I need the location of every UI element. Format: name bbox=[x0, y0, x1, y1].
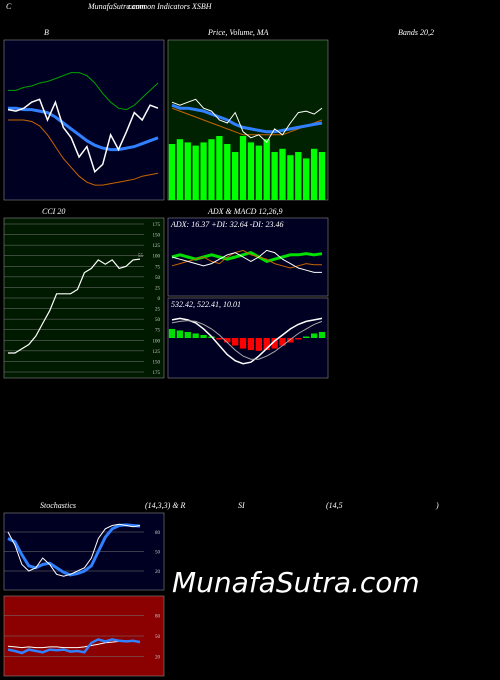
series-line bbox=[8, 258, 141, 354]
y-tick-label: 100 bbox=[153, 255, 161, 260]
series-line bbox=[7, 523, 141, 577]
y-tick-label: 50 bbox=[155, 635, 161, 640]
series-line bbox=[171, 320, 323, 360]
series-line bbox=[171, 98, 323, 143]
series-line bbox=[171, 249, 322, 273]
y-tick-label: 25 bbox=[155, 286, 161, 291]
series-line bbox=[8, 119, 159, 186]
bar bbox=[200, 334, 207, 338]
header-title: common Indicators XSBH bbox=[128, 2, 213, 11]
series-line bbox=[171, 103, 323, 134]
panel-label: Stochastics bbox=[40, 501, 76, 510]
bar bbox=[279, 338, 286, 346]
header-site: MunafaSutra.com bbox=[87, 2, 146, 11]
panel-readout: ADX: 16.37 +DI: 32.64 -DI: 23.46 bbox=[170, 220, 284, 229]
series-line bbox=[171, 249, 322, 269]
bar bbox=[318, 331, 326, 338]
bar bbox=[279, 148, 286, 200]
series-line bbox=[8, 72, 159, 111]
bar bbox=[287, 338, 294, 343]
bar bbox=[255, 145, 262, 200]
panel-label: (14,5 bbox=[326, 501, 343, 510]
bar bbox=[271, 338, 278, 349]
series-line bbox=[7, 523, 141, 577]
bar bbox=[310, 333, 318, 338]
bar bbox=[255, 338, 262, 351]
header-letter: C bbox=[6, 2, 12, 11]
bar bbox=[168, 144, 176, 200]
y-tick-label: 175 bbox=[153, 223, 161, 228]
y-tick-label: 50 bbox=[155, 276, 161, 281]
y-tick-label: 125 bbox=[153, 244, 161, 249]
bar bbox=[216, 136, 223, 200]
y-tick-label: 100 bbox=[153, 339, 161, 344]
bar bbox=[310, 148, 318, 200]
bar bbox=[192, 145, 199, 200]
bar bbox=[224, 338, 231, 343]
bar bbox=[271, 152, 278, 200]
bar bbox=[176, 139, 184, 200]
y-tick-label: 20 bbox=[155, 570, 161, 575]
panel-label: B bbox=[44, 28, 49, 37]
bar bbox=[184, 142, 191, 200]
bar bbox=[239, 136, 247, 200]
series-line bbox=[7, 638, 141, 655]
bar bbox=[192, 333, 199, 338]
y-tick-label: 80 bbox=[155, 531, 161, 536]
y-tick-label: 50 bbox=[155, 318, 161, 323]
y-tick-label: 75 bbox=[155, 329, 161, 334]
bar bbox=[200, 142, 207, 200]
bar bbox=[247, 338, 255, 351]
y-tick-label: 50 bbox=[155, 551, 161, 556]
y-tick-label: 150 bbox=[153, 360, 161, 365]
value-annotation: 55 bbox=[138, 254, 144, 259]
y-tick-label: 175 bbox=[153, 371, 161, 376]
panel-label: ) bbox=[435, 501, 439, 510]
y-tick-label: 20 bbox=[155, 655, 161, 660]
panel-label: ADX & MACD 12,26,9 bbox=[207, 207, 282, 216]
bar bbox=[232, 152, 239, 200]
panel-label: Bands 20,2 bbox=[398, 28, 434, 37]
panel-readout: 532.42, 522.41, 10.01 bbox=[171, 300, 241, 309]
bar bbox=[295, 152, 302, 200]
bar bbox=[239, 338, 247, 349]
panel-label: CCI 20 bbox=[42, 207, 65, 216]
bar bbox=[224, 144, 231, 200]
bar bbox=[303, 336, 310, 338]
y-tick-label: 150 bbox=[153, 234, 161, 239]
bar bbox=[303, 158, 310, 200]
panel-label: SI bbox=[238, 501, 245, 510]
series-line bbox=[171, 317, 323, 365]
series-line bbox=[7, 98, 159, 174]
watermark: MunafaSutra.com bbox=[172, 566, 420, 599]
bar bbox=[247, 142, 255, 200]
bar bbox=[263, 338, 270, 351]
bar bbox=[168, 328, 176, 338]
series-line bbox=[8, 106, 159, 152]
bar bbox=[318, 152, 326, 200]
y-tick-label: 0 bbox=[158, 297, 161, 302]
y-tick-label: 25 bbox=[155, 308, 161, 313]
bar bbox=[208, 139, 215, 200]
bar bbox=[263, 139, 270, 200]
bar bbox=[216, 338, 223, 340]
bar bbox=[295, 338, 302, 340]
panel bbox=[3, 39, 165, 201]
y-tick-label: 80 bbox=[155, 615, 161, 620]
panel-label: (14,3,3) & R bbox=[145, 501, 186, 510]
panel bbox=[167, 217, 329, 297]
bar bbox=[176, 330, 184, 338]
bar bbox=[184, 331, 191, 338]
y-tick-label: 125 bbox=[153, 350, 161, 355]
y-tick-label: 75 bbox=[155, 265, 161, 270]
bar bbox=[232, 338, 239, 346]
bar bbox=[287, 155, 294, 200]
panel-label: Price, Volume, MA bbox=[207, 28, 269, 37]
